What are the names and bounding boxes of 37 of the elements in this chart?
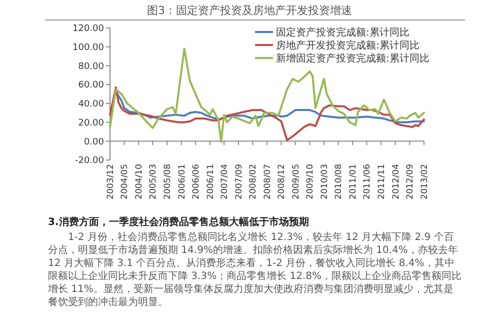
x-tick-label: 2005/08 bbox=[163, 164, 174, 200]
x-tick-label: 2012/04 bbox=[391, 164, 402, 200]
legend-label: 固定资产投资完成额:累计同比 bbox=[276, 26, 410, 38]
x-tick-label: 2006/06 bbox=[192, 164, 202, 200]
x-tick-label: 2003/12 bbox=[106, 164, 116, 200]
x-tick-label: 2008/07 bbox=[262, 164, 273, 200]
x-tick-label: 2008/12 bbox=[277, 164, 288, 200]
y-tick-label: 20.00 bbox=[78, 118, 104, 128]
x-tick-label: 2010/08 bbox=[334, 164, 344, 200]
x-tick-label: 2013/02 bbox=[420, 164, 430, 200]
x-tick-label: 2009/10 bbox=[306, 164, 316, 200]
x-tick-label: 2005/03 bbox=[148, 164, 159, 200]
y-tick-label: 0.00 bbox=[84, 137, 104, 148]
x-tick-label: 2006/11 bbox=[206, 164, 216, 200]
x-tick-label: 2004/05 bbox=[120, 164, 130, 200]
x-tick-label: 2008/02 bbox=[248, 164, 259, 200]
chart-title: 图3：固定资产投资及房地产开发投资增速 bbox=[147, 4, 352, 17]
y-tick-label: 120.00 bbox=[72, 24, 104, 34]
x-tick-label: 2007/09 bbox=[234, 164, 244, 200]
y-tick-label: 80.00 bbox=[78, 62, 104, 72]
x-tick-label: 2011/06 bbox=[362, 164, 373, 200]
x-tick-label: 2012/09 bbox=[406, 164, 416, 200]
x-tick-label: 2010/03 bbox=[320, 164, 330, 200]
text: 1-2 月份，社会消费品零售总额同比名义增长 12.3%，较去年 12 月大幅下降 2.9 个百分点，明显低于市场普遍预期 14.9%的增速。扣除价格因素后实际增长为 10.4%，亦较去年 12 月大幅下降 3.1 个百分点。从消费形态来看，1-2 月份，餐饮收入同比增长 8.4%，其中限额以上企业同比未升反而下降 3.3%；商品零售增长 12.8%，限额以上企业商品零售额同比增长 11%。显然，受新一届领导集体反腐力度加大使政府消费与集团消费明显减少，尤其是餐饮受到的冲击最为明显。 bbox=[48, 231, 463, 309]
legend-label: 新增固定资产投资完成额:累计同比 bbox=[276, 52, 430, 64]
x-tick-label: 2006/01 bbox=[177, 164, 188, 200]
x-tick-label: 2009/05 bbox=[291, 164, 302, 200]
x-tick-label: 2011/11 bbox=[377, 164, 388, 200]
x-tick-label: 2004/10 bbox=[134, 164, 145, 200]
legend-label: 房地产开发投资完成额:累计同比 bbox=[276, 40, 420, 52]
y-tick-label: -20.00 bbox=[74, 156, 104, 166]
x-tick-label: 2007/04 bbox=[220, 164, 230, 200]
y-tick-label: 40.00 bbox=[78, 100, 104, 110]
y-tick-label: 100.00 bbox=[72, 43, 104, 54]
text: 3.消费方面，一季度社会消费品零售总额大幅低于市场预期 bbox=[48, 216, 310, 229]
x-tick-label: 2011/01 bbox=[348, 164, 359, 200]
y-tick-label: 60.00 bbox=[78, 80, 104, 91]
